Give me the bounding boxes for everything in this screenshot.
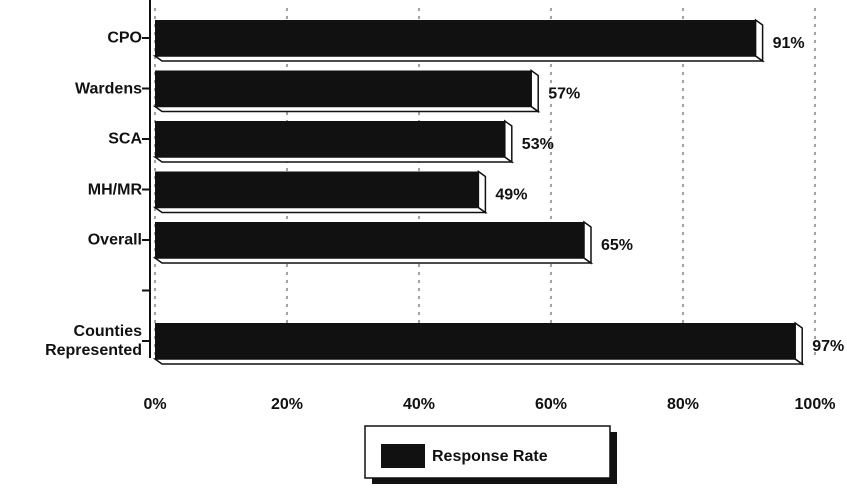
bar-side [152, 105, 541, 113]
legend-swatch [381, 444, 425, 468]
y-tick-label: SCA [108, 130, 142, 148]
x-tick-label: 0% [143, 396, 166, 413]
bar-side [152, 156, 515, 163]
y-tick-label: Wardens [75, 80, 142, 97]
y-tick-label: Overall [87, 231, 142, 249]
x-tick-label: 80% [667, 396, 699, 413]
bar-side [152, 257, 594, 264]
bar-side [754, 18, 764, 63]
value-label: 91% [773, 35, 805, 52]
value-label: 57% [548, 86, 580, 103]
bar-side [583, 220, 592, 265]
bar-side [504, 119, 513, 164]
y-tick-label: CPO [107, 29, 142, 47]
value-label: 97% [812, 338, 844, 355]
bar [155, 20, 756, 56]
bar [155, 121, 505, 157]
bar-side [152, 55, 765, 62]
bar [155, 171, 479, 208]
bar-side [794, 321, 803, 366]
bar-side [477, 170, 487, 214]
bar [155, 323, 796, 359]
x-tick-label: 20% [271, 396, 303, 413]
x-tick-label: 40% [403, 396, 435, 413]
value-label: 65% [601, 237, 633, 254]
value-label: 53% [522, 136, 554, 153]
bar-side [152, 206, 488, 214]
value-label: 49% [495, 187, 527, 204]
y-tick-label: Counties Represented [45, 323, 142, 359]
y-tick-label: MH/MR [87, 181, 142, 198]
bar-side [152, 358, 805, 365]
bar-side [530, 69, 539, 113]
bar [155, 70, 532, 107]
x-tick-label: 60% [535, 396, 567, 413]
x-tick-label: 100% [795, 396, 836, 413]
bar [155, 222, 584, 258]
legend-label: Response Rate [432, 448, 548, 465]
